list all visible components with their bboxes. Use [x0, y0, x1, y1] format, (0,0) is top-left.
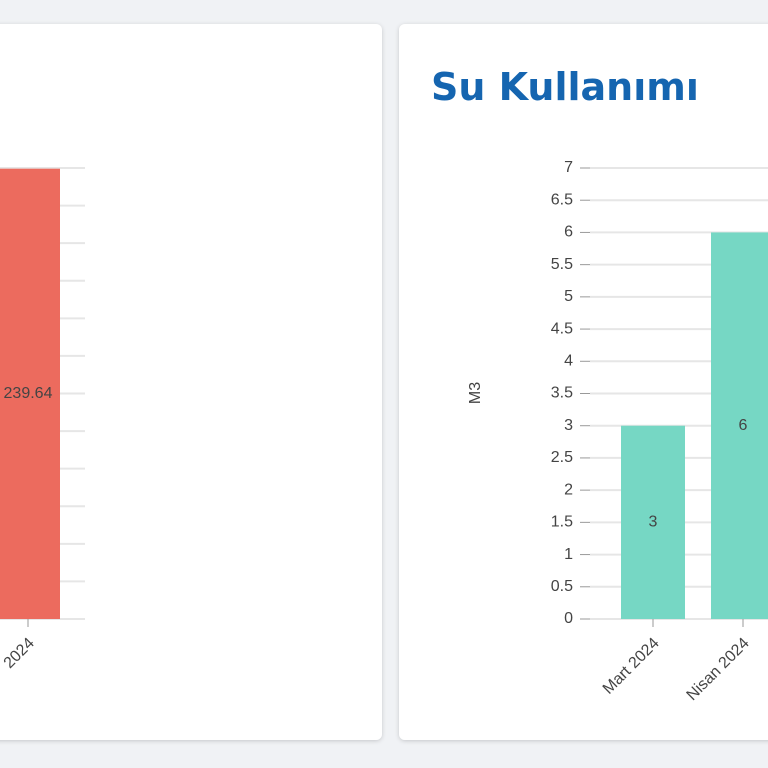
bar: [621, 425, 685, 619]
y-tick-label: 1: [564, 546, 573, 563]
bar: [0, 168, 60, 619]
y-tick-label: 7: [564, 159, 573, 176]
y-tick-label: 2.5: [551, 449, 573, 466]
y-tick-label: 3: [564, 417, 573, 434]
card: [0, 24, 382, 740]
y-axis-label: M3: [467, 382, 484, 404]
y-tick-label: 0.5: [551, 578, 573, 595]
bar-value-label: 6: [739, 417, 748, 434]
bar-value-label: 239.64: [4, 385, 53, 402]
y-tick-label: 4: [564, 353, 573, 370]
y-tick-label: 0: [564, 610, 573, 627]
y-tick-label: 5: [564, 288, 573, 305]
y-tick-label: 2: [564, 481, 573, 498]
y-tick-label: 4.5: [551, 320, 573, 337]
y-tick-label: 5.5: [551, 256, 573, 273]
y-tick-label: 6: [564, 224, 573, 241]
y-tick-label: 3.5: [551, 385, 573, 402]
bar: [711, 232, 768, 619]
bar-value-label: 3: [649, 514, 658, 531]
y-tick-label: 6.5: [551, 191, 573, 208]
card-title: Su Kullanımı: [431, 65, 699, 109]
y-tick-label: 1.5: [551, 514, 573, 531]
